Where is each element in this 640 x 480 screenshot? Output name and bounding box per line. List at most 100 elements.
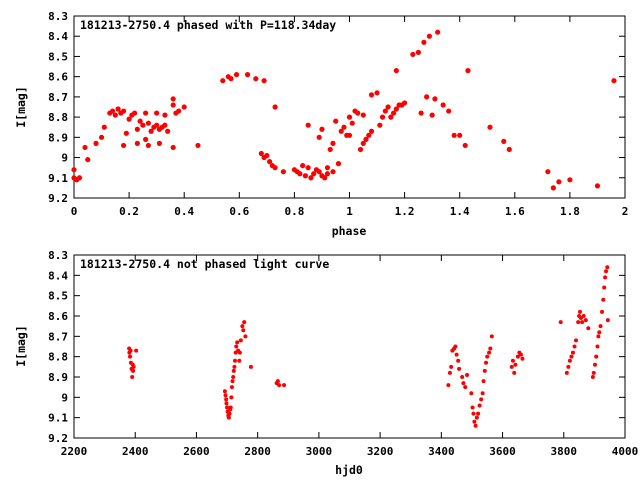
data-point xyxy=(229,395,234,400)
y-tick-label: 8.7 xyxy=(48,91,68,104)
data-point xyxy=(518,352,523,357)
y-tick-label: 9.1 xyxy=(48,412,68,425)
data-point xyxy=(567,177,573,183)
data-point xyxy=(598,324,603,329)
x-tick-label: 2800 xyxy=(244,445,271,458)
data-point xyxy=(131,368,136,373)
data-point xyxy=(479,397,484,402)
y-tick-label: 8.9 xyxy=(48,371,68,384)
x-tick-label: 4000 xyxy=(612,445,639,458)
data-point xyxy=(82,144,88,151)
data-point xyxy=(115,106,121,112)
data-point xyxy=(421,39,427,45)
data-point xyxy=(566,364,571,369)
x-tick-label: 2600 xyxy=(183,445,210,458)
data-point xyxy=(601,297,606,302)
data-point xyxy=(550,185,556,191)
data-point xyxy=(435,29,441,35)
data-point xyxy=(148,128,154,134)
data-point xyxy=(226,415,231,420)
data-point xyxy=(130,375,135,379)
data-point xyxy=(462,142,468,149)
data-point xyxy=(134,126,140,132)
data-point xyxy=(316,169,322,175)
data-point xyxy=(137,118,143,124)
y-tick-label: 8.7 xyxy=(48,330,68,343)
data-point xyxy=(235,340,240,345)
data-point xyxy=(134,348,139,353)
unphased-chart-title: 181213-2750.4 not phased light curve xyxy=(80,257,329,271)
data-point xyxy=(432,96,438,102)
data-point xyxy=(564,370,569,375)
data-point xyxy=(465,68,471,74)
data-point xyxy=(338,128,344,134)
phased-x-axis-label: phase xyxy=(332,224,367,238)
data-point xyxy=(379,114,386,120)
data-point xyxy=(302,173,309,179)
data-point xyxy=(308,175,314,181)
data-point xyxy=(545,169,551,175)
data-point xyxy=(402,100,408,106)
data-point xyxy=(368,92,375,98)
unphased-chart: 8.3 8.4 8.5 8.6 8.7 8.8 8.9 9 9.1 9.2 2200 2400 260… xyxy=(14,249,638,477)
data-point xyxy=(224,401,229,406)
data-point xyxy=(231,375,236,379)
data-point xyxy=(305,165,311,171)
phased-chart: 8.38.48.58.68.78.88.999.19.2 0 0.2 0.4 0.6 0… xyxy=(14,10,628,238)
data-point xyxy=(506,146,512,153)
y-tick-label: 8.5 xyxy=(48,290,68,303)
data-point xyxy=(156,140,163,146)
data-point xyxy=(489,334,494,339)
data-point xyxy=(487,350,492,355)
data-point xyxy=(357,146,364,153)
data-point xyxy=(132,110,138,116)
data-point xyxy=(513,362,518,367)
data-point xyxy=(229,385,234,390)
data-point xyxy=(170,144,176,151)
y-tick-label: 9 xyxy=(61,391,68,404)
x-tick-label: 0.8 xyxy=(284,205,304,218)
data-point xyxy=(485,354,490,359)
data-point xyxy=(465,372,470,377)
data-point xyxy=(154,122,160,128)
data-point xyxy=(484,360,489,365)
data-point xyxy=(330,169,336,175)
data-point xyxy=(176,108,182,114)
unphased-plot-frame xyxy=(73,254,626,439)
data-point xyxy=(460,375,465,379)
data-point xyxy=(605,265,610,270)
data-point xyxy=(595,344,600,349)
data-point xyxy=(311,171,317,177)
data-point xyxy=(472,419,477,424)
data-point xyxy=(385,104,391,110)
phased-y-axis-label: I[mag] xyxy=(14,86,28,128)
data-point xyxy=(567,358,572,363)
data-point xyxy=(297,171,303,177)
x-tick-label: 0.2 xyxy=(119,205,139,218)
phased-plot-frame xyxy=(73,15,626,199)
data-point xyxy=(222,389,227,394)
data-point xyxy=(569,354,574,359)
data-point xyxy=(360,140,366,146)
data-point xyxy=(482,368,487,373)
data-point xyxy=(473,423,478,428)
data-point xyxy=(454,352,459,357)
data-point xyxy=(231,368,236,373)
unphased-points xyxy=(127,265,610,428)
x-tick-label: 1.6 xyxy=(505,205,525,218)
data-point xyxy=(487,124,493,130)
data-point xyxy=(230,379,235,384)
data-point xyxy=(393,106,399,112)
data-point xyxy=(447,370,452,375)
data-point xyxy=(446,383,451,388)
data-point xyxy=(520,356,525,361)
data-point xyxy=(134,140,140,146)
y-tick-label: 9.1 xyxy=(48,172,68,185)
data-point xyxy=(510,358,515,363)
data-point xyxy=(228,76,234,82)
data-point xyxy=(316,134,322,140)
data-point xyxy=(346,132,353,138)
data-point xyxy=(128,348,133,353)
data-point xyxy=(393,68,399,74)
